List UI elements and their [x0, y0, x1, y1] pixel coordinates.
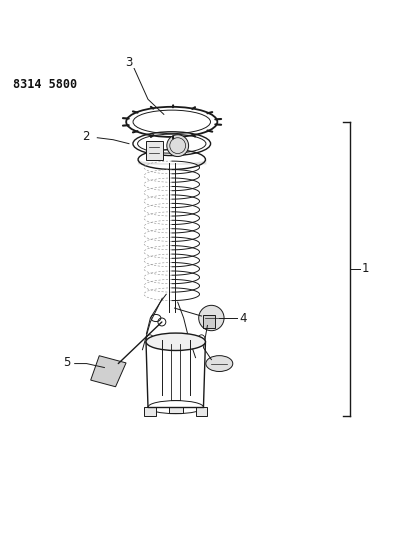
Text: 1: 1 [362, 262, 369, 276]
Bar [144, 407, 156, 416]
Polygon shape [91, 356, 126, 387]
Bar [203, 314, 215, 328]
Text: 3: 3 [125, 56, 132, 69]
Text: 4: 4 [239, 311, 247, 325]
Circle shape [199, 305, 224, 330]
Bar [169, 407, 183, 413]
Text: 2: 2 [82, 131, 89, 143]
Ellipse shape [167, 135, 189, 157]
Ellipse shape [206, 356, 233, 372]
Bar [196, 407, 207, 416]
Bar [146, 141, 163, 159]
Text: 8314 5800: 8314 5800 [13, 78, 77, 91]
Text: 5: 5 [63, 356, 71, 369]
Ellipse shape [146, 333, 205, 351]
